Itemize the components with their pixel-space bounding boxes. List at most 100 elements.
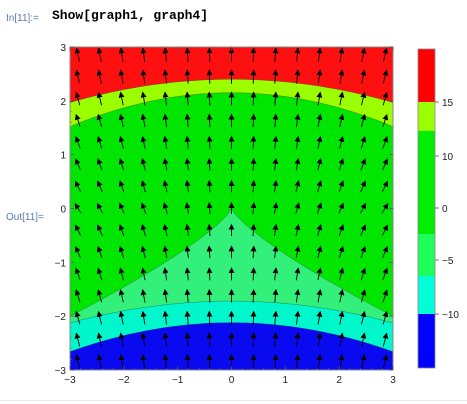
input-code[interactable]: Show[graph1, graph4] (52, 8, 209, 23)
vector-arrow (382, 69, 389, 84)
vector-arrow (118, 113, 125, 128)
vector-arrow (206, 179, 213, 193)
vector-arrow (250, 332, 257, 347)
vector-arrow (74, 113, 81, 127)
vector-arrow (184, 47, 191, 63)
vector-arrow (316, 332, 323, 347)
vector-arrow (74, 69, 81, 84)
vector-arrow (206, 288, 213, 303)
vector-arrow (294, 288, 301, 303)
vector-arrow (74, 354, 81, 369)
vector-arrow (338, 47, 345, 62)
vector-arrow (360, 310, 367, 325)
x-tick-label: −1 (172, 375, 184, 386)
x-tick-label: 1 (283, 375, 289, 386)
legend-swatch (418, 234, 435, 276)
vector-arrow (294, 202, 301, 214)
vector-arrow (272, 223, 279, 237)
vector-arrow (96, 354, 103, 369)
vector-arrow (294, 135, 301, 149)
vector-arrow (162, 245, 169, 259)
vector-arrow (184, 245, 191, 259)
vector-arrow (360, 289, 367, 303)
vector-arrow (338, 158, 345, 171)
vector-arrow (206, 91, 213, 106)
plot-ticks: −3 −2 −1 0 1 2 3 3 2 1 0 −1 −2 −3 (55, 43, 397, 386)
vector-arrow (316, 267, 323, 281)
vector-arrow (272, 202, 279, 214)
vector-arrow (206, 223, 213, 237)
vector-arrow (338, 310, 345, 325)
legend-label: 15 (442, 98, 454, 109)
vector-arrow (360, 245, 367, 259)
legend-label: 10 (442, 152, 454, 163)
vector-arrow (184, 135, 191, 149)
vector-arrow (294, 245, 301, 259)
vector-arrow (272, 245, 279, 259)
vector-arrow (206, 135, 213, 149)
vector-arrow (360, 47, 367, 62)
vector-arrow (250, 267, 257, 281)
vector-arrow (294, 332, 301, 347)
vector-arrow (360, 91, 367, 106)
vector-arrow (184, 69, 191, 84)
vector-arrow (360, 224, 367, 236)
vector-arrow (162, 267, 169, 281)
legend-border (417, 48, 436, 369)
vector-arrow (74, 245, 81, 258)
vector-arrow (360, 158, 367, 171)
vector-arrow (74, 136, 81, 149)
vector-arrow (96, 310, 103, 325)
vector-arrow (118, 224, 125, 236)
vector-arrow (272, 310, 279, 325)
vector-arrow (96, 224, 103, 236)
x-tick-label: 0 (229, 375, 235, 386)
vector-arrow (316, 135, 323, 149)
input-cell-label: In[11]:= (6, 13, 39, 24)
legend-swatch (418, 102, 435, 131)
vector-arrow (382, 310, 389, 325)
vector-arrow (338, 180, 345, 193)
vector-arrow (184, 332, 191, 347)
vector-arrow (338, 91, 345, 106)
vector-arrow (250, 223, 257, 237)
x-tick-label: −2 (118, 375, 130, 386)
vector-arrow (74, 310, 81, 325)
vector-arrow (206, 310, 213, 325)
vector-arrow (360, 354, 367, 369)
vector-arrow (140, 91, 147, 106)
vector-arrow (272, 47, 279, 63)
vector-arrow (118, 289, 125, 303)
vector-arrow (162, 113, 169, 128)
vector-arrow (118, 245, 125, 259)
vector-arrow (382, 289, 389, 303)
vector-arrow (382, 113, 389, 127)
vector-arrow (75, 224, 82, 236)
vector-arrow (316, 91, 323, 106)
vector-arrow (74, 91, 81, 106)
vector-arrow (360, 267, 367, 281)
vector-arrow (360, 332, 367, 347)
y-tick-label: −1 (55, 258, 67, 269)
legend-swatch (418, 49, 435, 102)
vector-arrow (96, 158, 103, 171)
vector-arrow (162, 310, 169, 325)
vector-arrow (382, 267, 389, 281)
vector-arrow (96, 289, 103, 303)
vector-arrow (96, 180, 103, 192)
vector-arrow (206, 267, 213, 281)
vector-arrow (316, 354, 323, 369)
vector-arrow (294, 69, 301, 84)
vector-arrow (162, 47, 169, 63)
vector-arrow (250, 179, 257, 193)
vector-arrow (316, 310, 323, 325)
vector-arrow (294, 47, 301, 63)
vector-arrow (162, 354, 169, 369)
vector-arrow (162, 332, 169, 347)
vector-arrow (272, 267, 279, 281)
vector-arrow (381, 202, 389, 214)
vector-arrow (272, 69, 279, 84)
vector-arrow (338, 224, 345, 236)
vector-arrow (162, 180, 169, 193)
